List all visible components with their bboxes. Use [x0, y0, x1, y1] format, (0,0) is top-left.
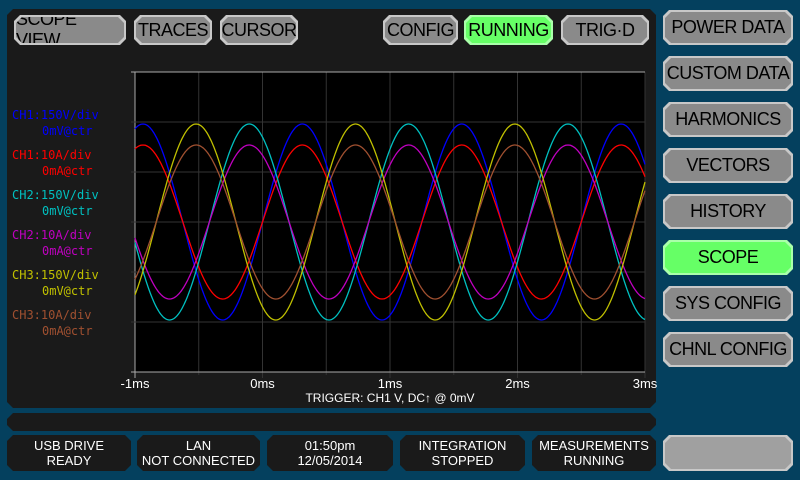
channel-offset-label: 0mA@ctr — [42, 164, 93, 178]
trace-ch1-v — [134, 123, 646, 321]
x-tick-label: 2ms — [505, 376, 530, 391]
trigd-label: TRIG·D — [563, 17, 647, 43]
side-menu-label: SYS CONFIG — [665, 288, 791, 319]
cursor-label: CURSOR — [222, 17, 296, 43]
trace-ch3-a — [134, 144, 646, 300]
progress-bar — [7, 413, 656, 431]
traces-label: TRACES — [136, 17, 210, 43]
side-menu-item-harmonics[interactable]: HARMONICS — [663, 102, 793, 137]
side-menu-label: HARMONICS — [665, 104, 791, 135]
x-tick-label: -1ms — [120, 376, 150, 391]
x-tick-label: 3ms — [632, 376, 658, 391]
clock-status[interactable]: 01:50pm 12/05/2014 — [267, 435, 393, 471]
channel-offset-label: 0mV@ctr — [42, 204, 93, 218]
side-menu-item-sys-config[interactable]: SYS CONFIG — [663, 286, 793, 321]
trace-ch2-v — [134, 123, 646, 321]
clock-time: 01:50pm — [304, 438, 356, 453]
side-menu-item-chnl-config[interactable]: CHNL CONFIG — [663, 332, 793, 367]
blank-button[interactable] — [663, 435, 793, 471]
cursor-button[interactable]: CURSOR — [220, 15, 298, 45]
side-menu-label: CUSTOM DATA — [665, 58, 791, 89]
grid — [131, 71, 646, 378]
side-menu-item-vectors[interactable]: VECTORS — [663, 148, 793, 183]
channel-offset-label: 0mV@ctr — [42, 124, 93, 138]
measurements-status[interactable]: MEASUREMENTS RUNNING — [532, 435, 656, 471]
traces-button[interactable]: TRACES — [134, 15, 212, 45]
side-menu-label: VECTORS — [665, 150, 791, 181]
clock-date: 12/05/2014 — [297, 453, 363, 468]
channel-scale-label: CH2:10A/div — [12, 228, 92, 242]
side-menu-label: HISTORY — [665, 196, 791, 227]
running-label: RUNNING — [466, 17, 551, 43]
usb-value: READY — [46, 453, 92, 468]
side-menu-label: POWER DATA — [665, 12, 791, 43]
config-button[interactable]: CONFIG — [383, 15, 458, 45]
lan-value: NOT CONNECTED — [141, 453, 256, 468]
side-menu-item-scope[interactable]: SCOPE — [663, 240, 793, 275]
integration-status[interactable]: INTEGRATION STOPPED — [400, 435, 525, 471]
measurements-label: MEASUREMENTS — [539, 438, 649, 453]
integration-label: INTEGRATION — [418, 438, 507, 453]
side-menu-label: CHNL CONFIG — [665, 334, 791, 365]
trace-ch1-a — [134, 144, 646, 300]
measurements-value: RUNNING — [563, 453, 625, 468]
channel-offset-label: 0mA@ctr — [42, 244, 93, 258]
config-label: CONFIG — [385, 17, 456, 43]
integration-value: STOPPED — [431, 453, 494, 468]
usb-label: USB DRIVE — [33, 438, 105, 453]
x-tick-label: 0ms — [250, 376, 275, 391]
x-tick-label: 1ms — [377, 376, 403, 391]
channel-offset-label: 0mV@ctr — [42, 284, 93, 298]
side-menu-item-history[interactable]: HISTORY — [663, 194, 793, 229]
channel-scale-label: CH2:150V/div — [12, 188, 99, 202]
side-menu-label: SCOPE — [665, 242, 791, 273]
usb-status[interactable]: USB DRIVE READY — [7, 435, 131, 471]
channel-scale-label: CH1:10A/div — [12, 148, 92, 162]
trace-ch3-v — [134, 123, 646, 321]
trigd-button[interactable]: TRIG·D — [561, 15, 649, 45]
lan-status[interactable]: LAN NOT CONNECTED — [137, 435, 260, 471]
side-menu-item-power-data[interactable]: POWER DATA — [663, 10, 793, 45]
trigger-label: TRIGGER: CH1 V, DC↑ @ 0mV — [305, 391, 475, 405]
lan-label: LAN — [185, 438, 212, 453]
traces — [134, 123, 646, 321]
running-button[interactable]: RUNNING — [464, 15, 553, 45]
channel-scale-label: CH1:150V/div — [12, 108, 99, 122]
side-menu-item-custom-data[interactable]: CUSTOM DATA — [663, 56, 793, 91]
trace-ch2-a — [134, 144, 646, 300]
channel-scale-label: CH3:150V/div — [12, 268, 99, 282]
channel-scale-label: CH3:10A/div — [12, 308, 92, 322]
channel-offset-label: 0mA@ctr — [42, 324, 93, 338]
